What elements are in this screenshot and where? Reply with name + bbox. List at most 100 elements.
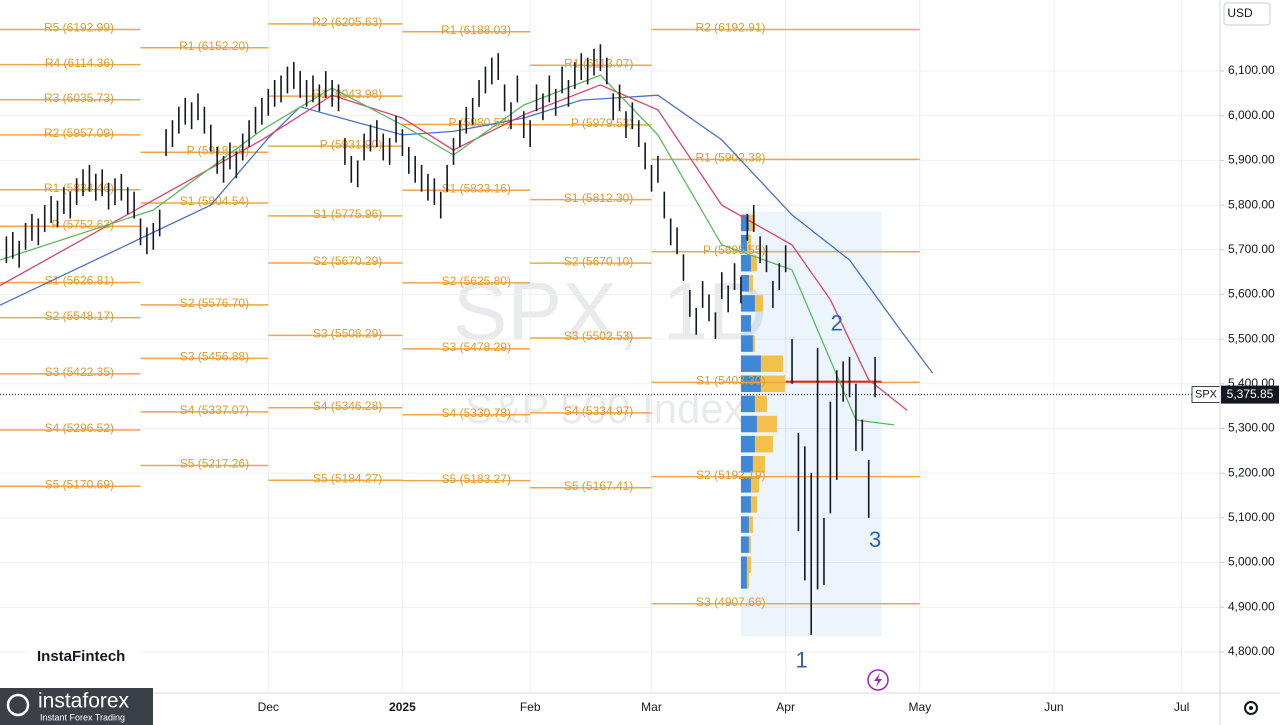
pivot-label: S4 (5296.52) bbox=[45, 421, 114, 435]
volume-bar-buy bbox=[740, 556, 747, 574]
volume-bar-buy bbox=[740, 214, 749, 232]
x-tick-label: May bbox=[908, 700, 931, 714]
pivot-label: S3 (5508.29) bbox=[313, 327, 382, 341]
pivot-label: S4 (5334.97) bbox=[564, 404, 633, 418]
volume-bar-buy bbox=[740, 234, 747, 252]
pivot-label: S1 (5626.81) bbox=[45, 274, 114, 288]
pivot-label: R2 (6205.63) bbox=[312, 15, 382, 29]
pivot-label: S4 (5346.28) bbox=[313, 399, 382, 413]
y-tick-label: 5,900.00 bbox=[1228, 153, 1275, 167]
volume-bar-sell bbox=[760, 375, 785, 393]
event-icon-bolt bbox=[874, 673, 882, 687]
brand-name: instaforex bbox=[38, 690, 130, 713]
pivot-label: R2 (5957.09) bbox=[44, 126, 114, 140]
x-tick-label: Jun bbox=[1044, 700, 1063, 714]
x-tick-label: Feb bbox=[520, 700, 541, 714]
pivot-label: R5 (6192.99) bbox=[44, 21, 114, 35]
currency-label[interactable]: USD bbox=[1227, 6, 1253, 20]
x-tick-label: Apr bbox=[776, 700, 795, 714]
pivot-label: R1 (6152.20) bbox=[179, 39, 249, 53]
volume-bar-buy bbox=[740, 536, 749, 553]
volume-bar-buy bbox=[740, 516, 749, 533]
volume-bar-buy bbox=[740, 435, 755, 453]
y-tick-label: 5,700.00 bbox=[1228, 242, 1275, 256]
pivot-label: R1 (6188.03) bbox=[441, 23, 511, 37]
pivot-label: S5 (5184.27) bbox=[313, 471, 382, 485]
pivot-label: S2 (5670.29) bbox=[313, 254, 382, 268]
pivot-label: P (5752.63) bbox=[52, 217, 115, 231]
pivot-label: R1 (5834.46) bbox=[44, 181, 114, 195]
pivot-label: S5 (5217.26) bbox=[180, 457, 249, 471]
pivot-label: S5 (5183.27) bbox=[442, 472, 511, 486]
x-tick-label: Mar bbox=[641, 700, 662, 714]
volume-bar-sell bbox=[756, 415, 777, 433]
volume-bar-buy bbox=[740, 375, 761, 393]
volume-bar-sell bbox=[754, 435, 773, 453]
pivot-label: P (5931.90) bbox=[320, 137, 383, 151]
y-tick-label: 5,100.00 bbox=[1228, 510, 1275, 524]
pivot-label: S3 (4907.66) bbox=[696, 595, 765, 609]
pivot-label: S3 (5456.88) bbox=[180, 350, 249, 364]
pivot-label: P (5979.53) bbox=[571, 116, 634, 130]
y-tick-label: 5,200.00 bbox=[1228, 465, 1275, 479]
volume-bar-buy bbox=[740, 254, 751, 272]
annotation: 1 bbox=[795, 648, 807, 673]
y-tick-label: 5,300.00 bbox=[1228, 421, 1275, 435]
badge-text: InstaFintech bbox=[37, 648, 125, 665]
volume-bar-buy bbox=[740, 335, 753, 352]
volume-bar-sell bbox=[754, 295, 763, 312]
settings-icon[interactable] bbox=[1244, 701, 1258, 715]
volume-bar-buy bbox=[740, 496, 751, 513]
pivot-label: S1 (5833.16) bbox=[442, 181, 511, 195]
pivot-label: S3 (5478.29) bbox=[442, 340, 511, 354]
y-tick-label: 6,100.00 bbox=[1228, 63, 1275, 77]
volume-bar-buy bbox=[740, 455, 753, 473]
annotation: 2 bbox=[831, 311, 843, 336]
volume-bar-buy bbox=[740, 315, 751, 332]
volume-bar-sell bbox=[748, 516, 753, 533]
y-tick-label: 5,000.00 bbox=[1228, 555, 1275, 569]
background-layer: SPX, 1D S&P 500 Index bbox=[0, 0, 1220, 693]
x-tick-label: 2025 bbox=[389, 700, 416, 714]
pivot-label: S3 (5422.35) bbox=[45, 365, 114, 379]
currency-box[interactable] bbox=[1223, 2, 1271, 26]
current-price-label: 5,375.85 bbox=[1227, 387, 1274, 401]
volume-bar-sell bbox=[752, 455, 765, 473]
y-tick-label: 5,600.00 bbox=[1228, 287, 1275, 301]
pivot-label: S2 (5576.70) bbox=[180, 296, 249, 310]
pivot-label: S3 (5502.53) bbox=[564, 329, 633, 343]
symbol-tag-label: SPX bbox=[1195, 389, 1218, 401]
pivot-label: S1 (5775.96) bbox=[313, 207, 382, 221]
volume-bar-buy bbox=[740, 395, 755, 413]
y-tick-label: 5,800.00 bbox=[1228, 197, 1275, 211]
volume-bar-sell bbox=[748, 536, 751, 553]
pivot-label: R1 (6043.98) bbox=[312, 87, 382, 101]
volume-bar-sell bbox=[754, 395, 767, 413]
pivot-label: S2 (5625.80) bbox=[442, 274, 511, 288]
volume-bar-buy bbox=[740, 572, 747, 589]
volume-bar-sell bbox=[746, 234, 751, 252]
pivot-label: R4 (6114.36) bbox=[45, 56, 114, 70]
volume-bar-sell bbox=[760, 355, 783, 372]
pivot-label: P (5980.57) bbox=[448, 116, 511, 130]
volume-bar-buy bbox=[740, 275, 749, 292]
watermark-subtitle: S&P 500 Index bbox=[465, 385, 744, 432]
y-tick-label: 4,900.00 bbox=[1228, 599, 1275, 613]
volume-bar-sell bbox=[748, 275, 753, 292]
pivot-label: S2 (5670.10) bbox=[564, 254, 633, 268]
pivot-label: S5 (5170.69) bbox=[45, 477, 114, 491]
y-tick-label: 6,000.00 bbox=[1228, 108, 1275, 122]
x-tick-label: Jul bbox=[1174, 700, 1189, 714]
pivot-label: S4 (5330.78) bbox=[442, 406, 511, 420]
volume-bar-sell bbox=[748, 214, 755, 232]
watermark: SPX, 1D bbox=[453, 267, 767, 358]
y-tick-label: 4,800.00 bbox=[1228, 644, 1275, 658]
x-tick-label: Dec bbox=[258, 700, 279, 714]
volume-bar-sell bbox=[750, 476, 759, 493]
pivot-label: S4 (5337.07) bbox=[180, 403, 249, 417]
volume-bar-sell bbox=[750, 496, 757, 513]
